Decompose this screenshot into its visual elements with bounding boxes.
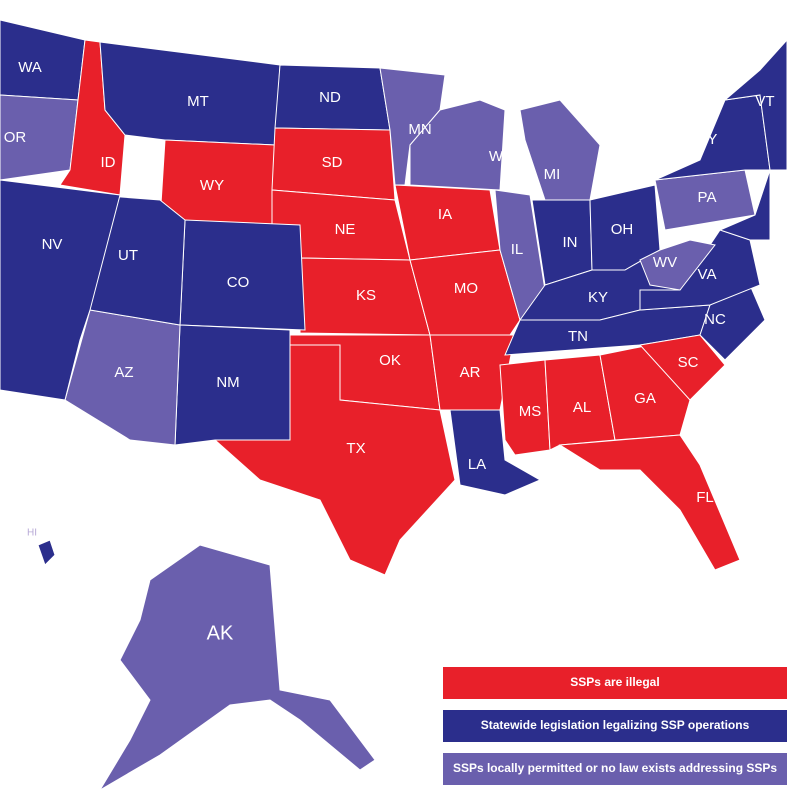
state-label: IL	[511, 241, 524, 258]
state-shape	[699, 284, 766, 361]
state-label: AZ	[114, 364, 133, 381]
state-label: MI	[544, 166, 561, 183]
state-label: MN	[408, 121, 431, 138]
state-label: TX	[346, 440, 365, 457]
state-label: MS	[519, 403, 542, 420]
state-label: OK	[379, 352, 401, 369]
state-label: WV	[653, 254, 677, 271]
state-label: WY	[200, 177, 224, 194]
legend-swatch	[443, 667, 787, 699]
state-label: TN	[568, 328, 588, 345]
state-label: KY	[588, 289, 608, 306]
state-shape	[558, 434, 741, 571]
state-label: UT	[118, 247, 138, 264]
state-label: AK	[207, 622, 234, 644]
state-shape	[409, 249, 521, 336]
state-label: IA	[438, 206, 452, 223]
state-label: ID	[101, 154, 116, 171]
state-shape	[379, 67, 446, 186]
state-shape	[0, 179, 121, 401]
state-label: OH	[611, 221, 634, 238]
state-label: CO	[227, 274, 250, 291]
state-label: NV	[42, 236, 63, 253]
state-label: SC	[678, 354, 699, 371]
state-label: AL	[573, 399, 591, 416]
state-label: VA	[698, 266, 717, 283]
state-label: MO	[454, 280, 478, 297]
state-shape	[37, 539, 56, 566]
state-label: KS	[356, 287, 376, 304]
state-label: ND	[319, 89, 341, 106]
state-shape	[409, 99, 506, 191]
state-label: HI	[27, 528, 37, 539]
legend-label: SSPs are illegal	[570, 675, 659, 689]
state-shape	[718, 39, 787, 241]
legend-label: SSPs locally permitted or no law exists …	[453, 761, 777, 775]
state-label: NY	[697, 131, 718, 148]
state-shape	[213, 344, 456, 576]
state-label: WI	[489, 148, 507, 165]
state-label: NC	[704, 311, 726, 328]
state-shape	[519, 99, 601, 201]
state-label: AR	[460, 364, 481, 381]
state-label: NM	[216, 374, 239, 391]
legend-swatch	[443, 753, 787, 785]
state-label: MT	[187, 93, 209, 110]
state-shape	[99, 544, 376, 791]
state-shape	[639, 239, 716, 291]
state-label: GA	[634, 390, 656, 407]
state-label: PA	[698, 189, 717, 206]
state-label: WA	[18, 59, 42, 76]
state-shape	[0, 19, 86, 101]
legend-swatch	[443, 710, 787, 742]
state-shape	[499, 359, 551, 456]
state-label: IN	[563, 234, 578, 251]
state-shape	[449, 409, 542, 496]
state-label: OR	[4, 129, 27, 146]
state-shape	[639, 334, 726, 401]
state-label: FL	[696, 489, 714, 506]
state-label: VT	[755, 93, 774, 110]
state-label: NE	[335, 221, 356, 238]
legend-label: Statewide legislation legalizing SSP ope…	[481, 718, 750, 732]
state-label: SD	[322, 154, 343, 171]
state-label: LA	[468, 456, 486, 473]
